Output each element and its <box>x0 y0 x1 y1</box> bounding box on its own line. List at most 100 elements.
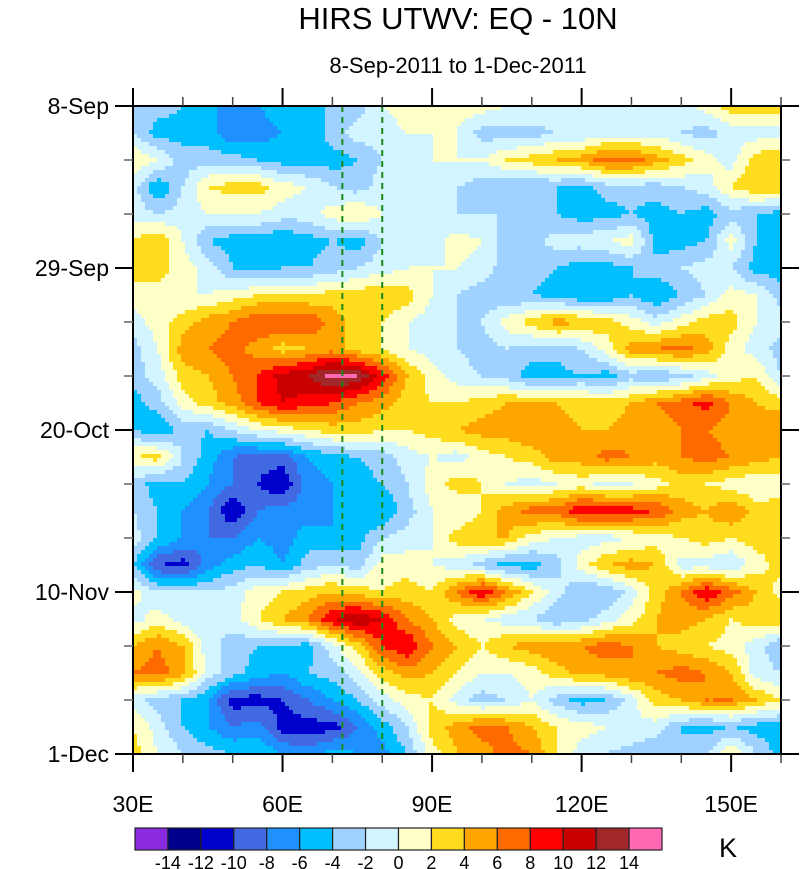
contour-cell <box>133 458 153 463</box>
contour-cell <box>745 394 777 399</box>
contour-cell <box>693 590 721 595</box>
contour-cell <box>321 326 345 331</box>
contour-cell <box>245 346 273 351</box>
contour-cell <box>221 134 277 139</box>
contour-cell <box>313 634 325 639</box>
contour-cell <box>749 158 781 163</box>
contour-cell <box>265 190 301 195</box>
contour-cell <box>389 750 405 755</box>
contour-cell <box>725 342 745 347</box>
contour-cell <box>329 626 349 631</box>
contour-cell <box>133 502 153 507</box>
contour-cell <box>501 318 525 323</box>
contour-cell <box>197 582 237 587</box>
contour-cell <box>157 634 161 639</box>
contour-cell <box>577 562 589 567</box>
contour-cell <box>133 342 137 347</box>
contour-cell <box>433 154 457 159</box>
contour-cell <box>245 526 301 531</box>
contour-cell <box>133 170 137 175</box>
contour-cell <box>349 278 433 283</box>
contour-cell <box>693 390 729 395</box>
contour-cell <box>185 662 193 667</box>
contour-cell <box>133 474 145 479</box>
contour-cell <box>405 130 457 135</box>
contour-cell <box>613 422 677 427</box>
contour-cell <box>381 554 465 559</box>
contour-cell <box>717 638 753 643</box>
contour-cell <box>409 330 457 335</box>
contour-cell <box>233 674 269 679</box>
contour-cell <box>217 394 241 399</box>
contour-cell <box>713 718 741 723</box>
contour-cell <box>317 330 345 335</box>
contour-cell <box>377 150 433 155</box>
contour-cell <box>445 658 469 663</box>
contour-cell <box>693 502 717 507</box>
contour-cell <box>233 478 261 483</box>
contour-cell <box>325 614 341 619</box>
contour-cell <box>397 510 417 515</box>
contour-cell <box>357 266 409 271</box>
contour-cell <box>193 410 225 415</box>
contour-cell <box>161 570 189 575</box>
contour-cell <box>149 186 169 191</box>
contour-cell <box>405 654 409 659</box>
contour-cell <box>457 626 541 631</box>
contour-cell <box>713 174 741 179</box>
contour-cell <box>593 722 669 727</box>
contour-cell <box>169 346 177 351</box>
contour-cell <box>273 546 289 551</box>
contour-cell <box>481 706 485 711</box>
contour-cell <box>221 270 337 275</box>
contour-cell <box>609 750 709 755</box>
contour-cell <box>157 346 169 351</box>
contour-cell <box>489 334 533 339</box>
contour-cell <box>289 674 317 679</box>
contour-cell <box>333 738 381 743</box>
contour-cell <box>145 362 161 367</box>
contour-cell <box>537 170 601 175</box>
colorbar-swatch <box>562 827 597 851</box>
contour-cell <box>453 742 489 747</box>
contour-cell <box>377 662 397 667</box>
contour-cell <box>777 278 781 283</box>
contour-cell <box>381 162 489 167</box>
contour-cell <box>133 298 233 303</box>
contour-cell <box>181 510 209 515</box>
contour-cell <box>661 322 689 327</box>
contour-cell <box>525 366 565 371</box>
contour-cell <box>141 570 149 575</box>
contour-cell <box>157 506 185 511</box>
contour-cell <box>481 374 521 379</box>
contour-cell <box>729 334 749 339</box>
contour-cell <box>169 406 181 411</box>
contour-cell <box>133 614 145 619</box>
contour-cell <box>773 666 781 671</box>
contour-cell <box>169 342 181 347</box>
contour-cell <box>181 706 209 711</box>
contour-cell <box>605 458 609 463</box>
contour-cell <box>673 534 781 539</box>
contour-cell <box>429 458 437 463</box>
contour-cell <box>593 498 685 503</box>
contour-cell <box>325 638 337 643</box>
contour-cell <box>369 230 497 235</box>
contour-cell <box>237 534 297 539</box>
contour-cell <box>169 262 193 267</box>
contour-cell <box>449 654 473 659</box>
contour-cell <box>409 446 477 451</box>
contour-cell <box>693 274 741 279</box>
contour-cell <box>517 394 629 399</box>
x-tick-label: 30E <box>113 791 154 817</box>
contour-cell <box>545 278 661 283</box>
contour-cell <box>757 234 781 239</box>
contour-cell <box>181 722 209 727</box>
contour-cell <box>681 382 709 387</box>
contour-cell <box>425 434 481 439</box>
contour-cell <box>741 670 749 675</box>
contour-cell <box>133 122 153 127</box>
contour-cell <box>737 502 781 507</box>
contour-cell <box>453 622 501 627</box>
contour-cell <box>337 218 369 223</box>
